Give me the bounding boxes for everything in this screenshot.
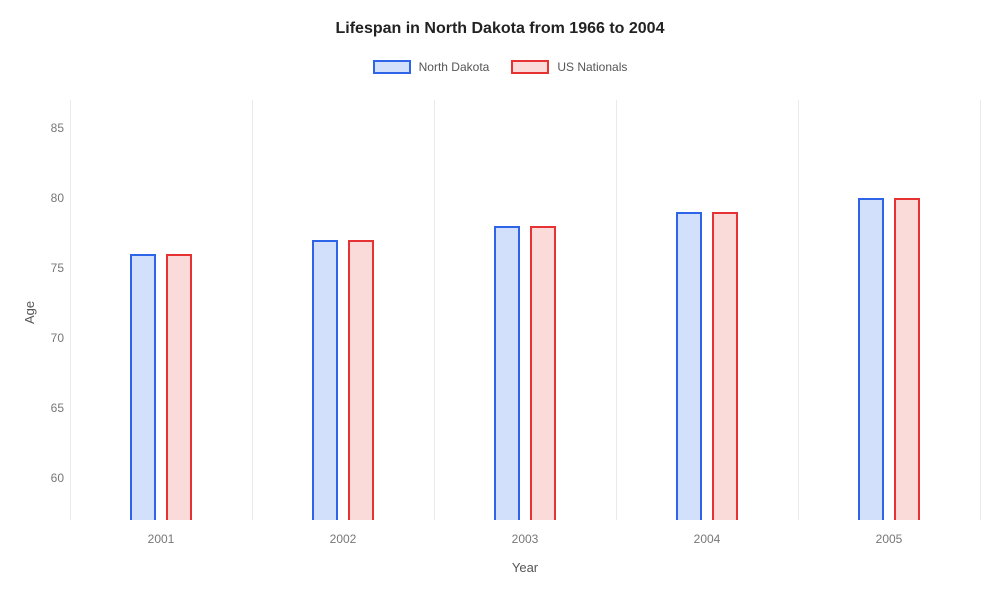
- legend-item-1: US Nationals: [511, 60, 627, 74]
- vgrid: [980, 100, 981, 520]
- ytick-label: 70: [34, 331, 64, 345]
- xtick-label: 2005: [876, 532, 903, 546]
- xtick-label: 2003: [512, 532, 539, 546]
- vgrid: [252, 100, 253, 520]
- vgrid: [798, 100, 799, 520]
- ytick-label: 65: [34, 401, 64, 415]
- ytick-label: 60: [34, 471, 64, 485]
- bar: [312, 240, 338, 520]
- bar: [494, 226, 520, 520]
- ytick-label: 85: [34, 121, 64, 135]
- legend-label-1: US Nationals: [557, 60, 627, 74]
- xtick-label: 2001: [148, 532, 175, 546]
- chart-title: Lifespan in North Dakota from 1966 to 20…: [0, 0, 1000, 38]
- y-axis-label: Age: [22, 301, 37, 324]
- vgrid: [434, 100, 435, 520]
- bar: [348, 240, 374, 520]
- bar: [712, 212, 738, 520]
- legend-item-0: North Dakota: [373, 60, 490, 74]
- bar: [894, 198, 920, 520]
- x-axis-label: Year: [505, 560, 545, 575]
- ytick-label: 80: [34, 191, 64, 205]
- bar: [166, 254, 192, 520]
- xtick-label: 2002: [330, 532, 357, 546]
- bar: [858, 198, 884, 520]
- chart-container: Lifespan in North Dakota from 1966 to 20…: [0, 0, 1000, 600]
- plot-area: 60657075808520012002200320042005: [70, 100, 980, 520]
- bar: [676, 212, 702, 520]
- bar: [530, 226, 556, 520]
- legend-swatch-0: [373, 60, 411, 74]
- vgrid: [616, 100, 617, 520]
- vgrid: [70, 100, 71, 520]
- bar: [130, 254, 156, 520]
- legend-swatch-1: [511, 60, 549, 74]
- legend-label-0: North Dakota: [419, 60, 490, 74]
- legend: North Dakota US Nationals: [0, 60, 1000, 74]
- xtick-label: 2004: [694, 532, 721, 546]
- ytick-label: 75: [34, 261, 64, 275]
